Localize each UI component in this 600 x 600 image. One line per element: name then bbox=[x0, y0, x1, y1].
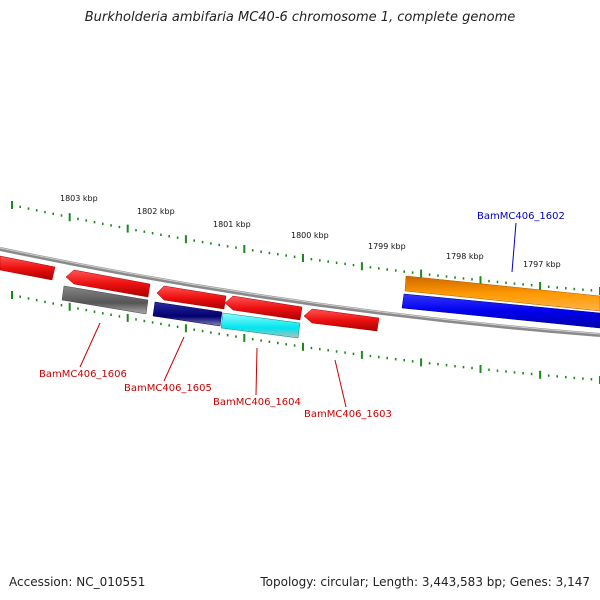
gene-bar-navy[interactable] bbox=[152, 301, 223, 327]
lower-scale-ticks bbox=[11, 291, 600, 384]
scale-label: 1799 kbp bbox=[368, 242, 406, 251]
scale-label: 1798 kbp bbox=[446, 252, 484, 261]
leader-line bbox=[255, 347, 258, 396]
map-title: Burkholderia ambifaria MC40-6 chromosome… bbox=[84, 10, 516, 25]
topology-text: Topology: circular; Length: 3,443,583 bp… bbox=[260, 575, 590, 589]
gene-arrow[interactable] bbox=[224, 295, 303, 321]
gene-arrow[interactable] bbox=[303, 308, 380, 332]
gene-label[interactable]: BamMC406_1602 bbox=[477, 211, 565, 222]
leader-line bbox=[334, 359, 347, 408]
chromosome-backbone-highlight bbox=[0, 247, 600, 335]
leader-line bbox=[79, 322, 101, 368]
scale-label: 1797 kbp bbox=[523, 260, 561, 269]
gene-label[interactable]: BamMC406_1603 bbox=[304, 409, 392, 420]
gene-label[interactable]: BamMC406_1606 bbox=[39, 369, 127, 380]
leader-line bbox=[163, 336, 185, 382]
chromosome-backbone bbox=[0, 247, 600, 337]
gene-bar-orange[interactable] bbox=[404, 275, 600, 312]
gene-arrow[interactable] bbox=[65, 269, 151, 298]
gene-bar-cyan[interactable] bbox=[220, 312, 301, 339]
scale-label: 1802 kbp bbox=[137, 207, 175, 216]
gene-arrow[interactable] bbox=[0, 255, 56, 281]
scale-label: 1801 kbp bbox=[213, 220, 251, 229]
gene-label[interactable]: BamMC406_1604 bbox=[213, 397, 301, 408]
upper-scale-ticks bbox=[11, 201, 600, 295]
gene-bar-blue[interactable] bbox=[401, 293, 600, 329]
gene-arrow[interactable] bbox=[156, 285, 227, 310]
gene-label[interactable]: BamMC406_1605 bbox=[124, 383, 212, 394]
scale-label: 1800 kbp bbox=[291, 231, 329, 240]
gene-bar-gray[interactable] bbox=[61, 285, 149, 315]
scale-label: 1803 kbp bbox=[60, 194, 98, 203]
accession-text: Accession: NC_010551 bbox=[9, 575, 146, 589]
leader-line bbox=[511, 222, 517, 273]
